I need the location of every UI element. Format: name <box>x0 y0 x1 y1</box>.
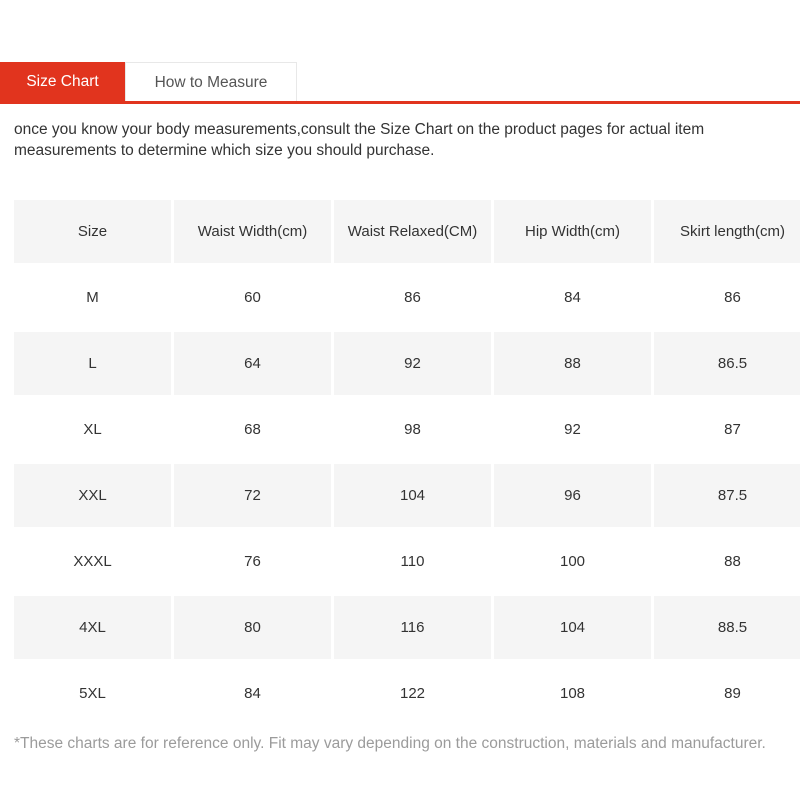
table-body: M 60 86 84 86 L 64 92 88 86.5 XL 68 98 92 87 XXL 72 104 96… <box>14 266 800 725</box>
table-cell: 122 <box>334 662 491 725</box>
table-header-row: Size Waist Width(cm) Waist Relaxed(CM) Hip … <box>14 200 800 263</box>
intro-text: once you know your body measurements,con… <box>14 121 705 159</box>
table-cell: 108 <box>494 662 651 725</box>
table-row: L 64 92 88 86.5 <box>14 332 800 395</box>
table-cell: 4XL <box>14 596 171 659</box>
table-cell: 72 <box>174 464 331 527</box>
table-header-cell: Waist Relaxed(CM) <box>334 200 491 263</box>
table-cell: 84 <box>174 662 331 725</box>
table-cell: 88 <box>654 530 800 593</box>
table-row: XXL 72 104 96 87.5 <box>14 464 800 527</box>
table-cell: 88 <box>494 332 651 395</box>
table-cell: 87 <box>654 398 800 461</box>
table-cell: 92 <box>334 332 491 395</box>
table-cell: M <box>14 266 171 329</box>
table-row: 5XL 84 122 108 89 <box>14 662 800 725</box>
table-cell: 86.5 <box>654 332 800 395</box>
table-row: M 60 86 84 86 <box>14 266 800 329</box>
table-cell: 76 <box>174 530 331 593</box>
table-cell: 88.5 <box>654 596 800 659</box>
table-cell: 84 <box>494 266 651 329</box>
table-cell: 104 <box>334 464 491 527</box>
table-cell: 89 <box>654 662 800 725</box>
table-cell: 100 <box>494 530 651 593</box>
table-cell: XXXL <box>14 530 171 593</box>
table-header-cell: Waist Width(cm) <box>174 200 331 263</box>
table-cell: 86 <box>334 266 491 329</box>
table-header-cell: Hip Width(cm) <box>494 200 651 263</box>
table-row: 4XL 80 116 104 88.5 <box>14 596 800 659</box>
table-cell: 68 <box>174 398 331 461</box>
disclaimer-text: *These charts are for reference only. Fi… <box>14 735 766 752</box>
table-cell: 96 <box>494 464 651 527</box>
tab-how-to-measure[interactable]: How to Measure <box>125 62 297 101</box>
table-cell: 110 <box>334 530 491 593</box>
table-cell: XL <box>14 398 171 461</box>
table-row: XXXL 76 110 100 88 <box>14 530 800 593</box>
table-cell: L <box>14 332 171 395</box>
tab-size-chart[interactable]: Size Chart <box>0 62 125 101</box>
table-cell: 116 <box>334 596 491 659</box>
table-cell: 86 <box>654 266 800 329</box>
table-cell: 5XL <box>14 662 171 725</box>
table-cell: 104 <box>494 596 651 659</box>
table-cell: 80 <box>174 596 331 659</box>
table-cell: 87.5 <box>654 464 800 527</box>
size-chart-tabbar: Size Chart How to Measure <box>0 62 800 104</box>
table-cell: 60 <box>174 266 331 329</box>
table-header-cell: Size <box>14 200 171 263</box>
table-header-cell: Skirt length(cm) <box>654 200 800 263</box>
table-cell: XXL <box>14 464 171 527</box>
size-chart-table: Size Waist Width(cm) Waist Relaxed(CM) Hip … <box>11 197 800 728</box>
table-row: XL 68 98 92 87 <box>14 398 800 461</box>
table-cell: 92 <box>494 398 651 461</box>
table-cell: 64 <box>174 332 331 395</box>
table-cell: 98 <box>334 398 491 461</box>
